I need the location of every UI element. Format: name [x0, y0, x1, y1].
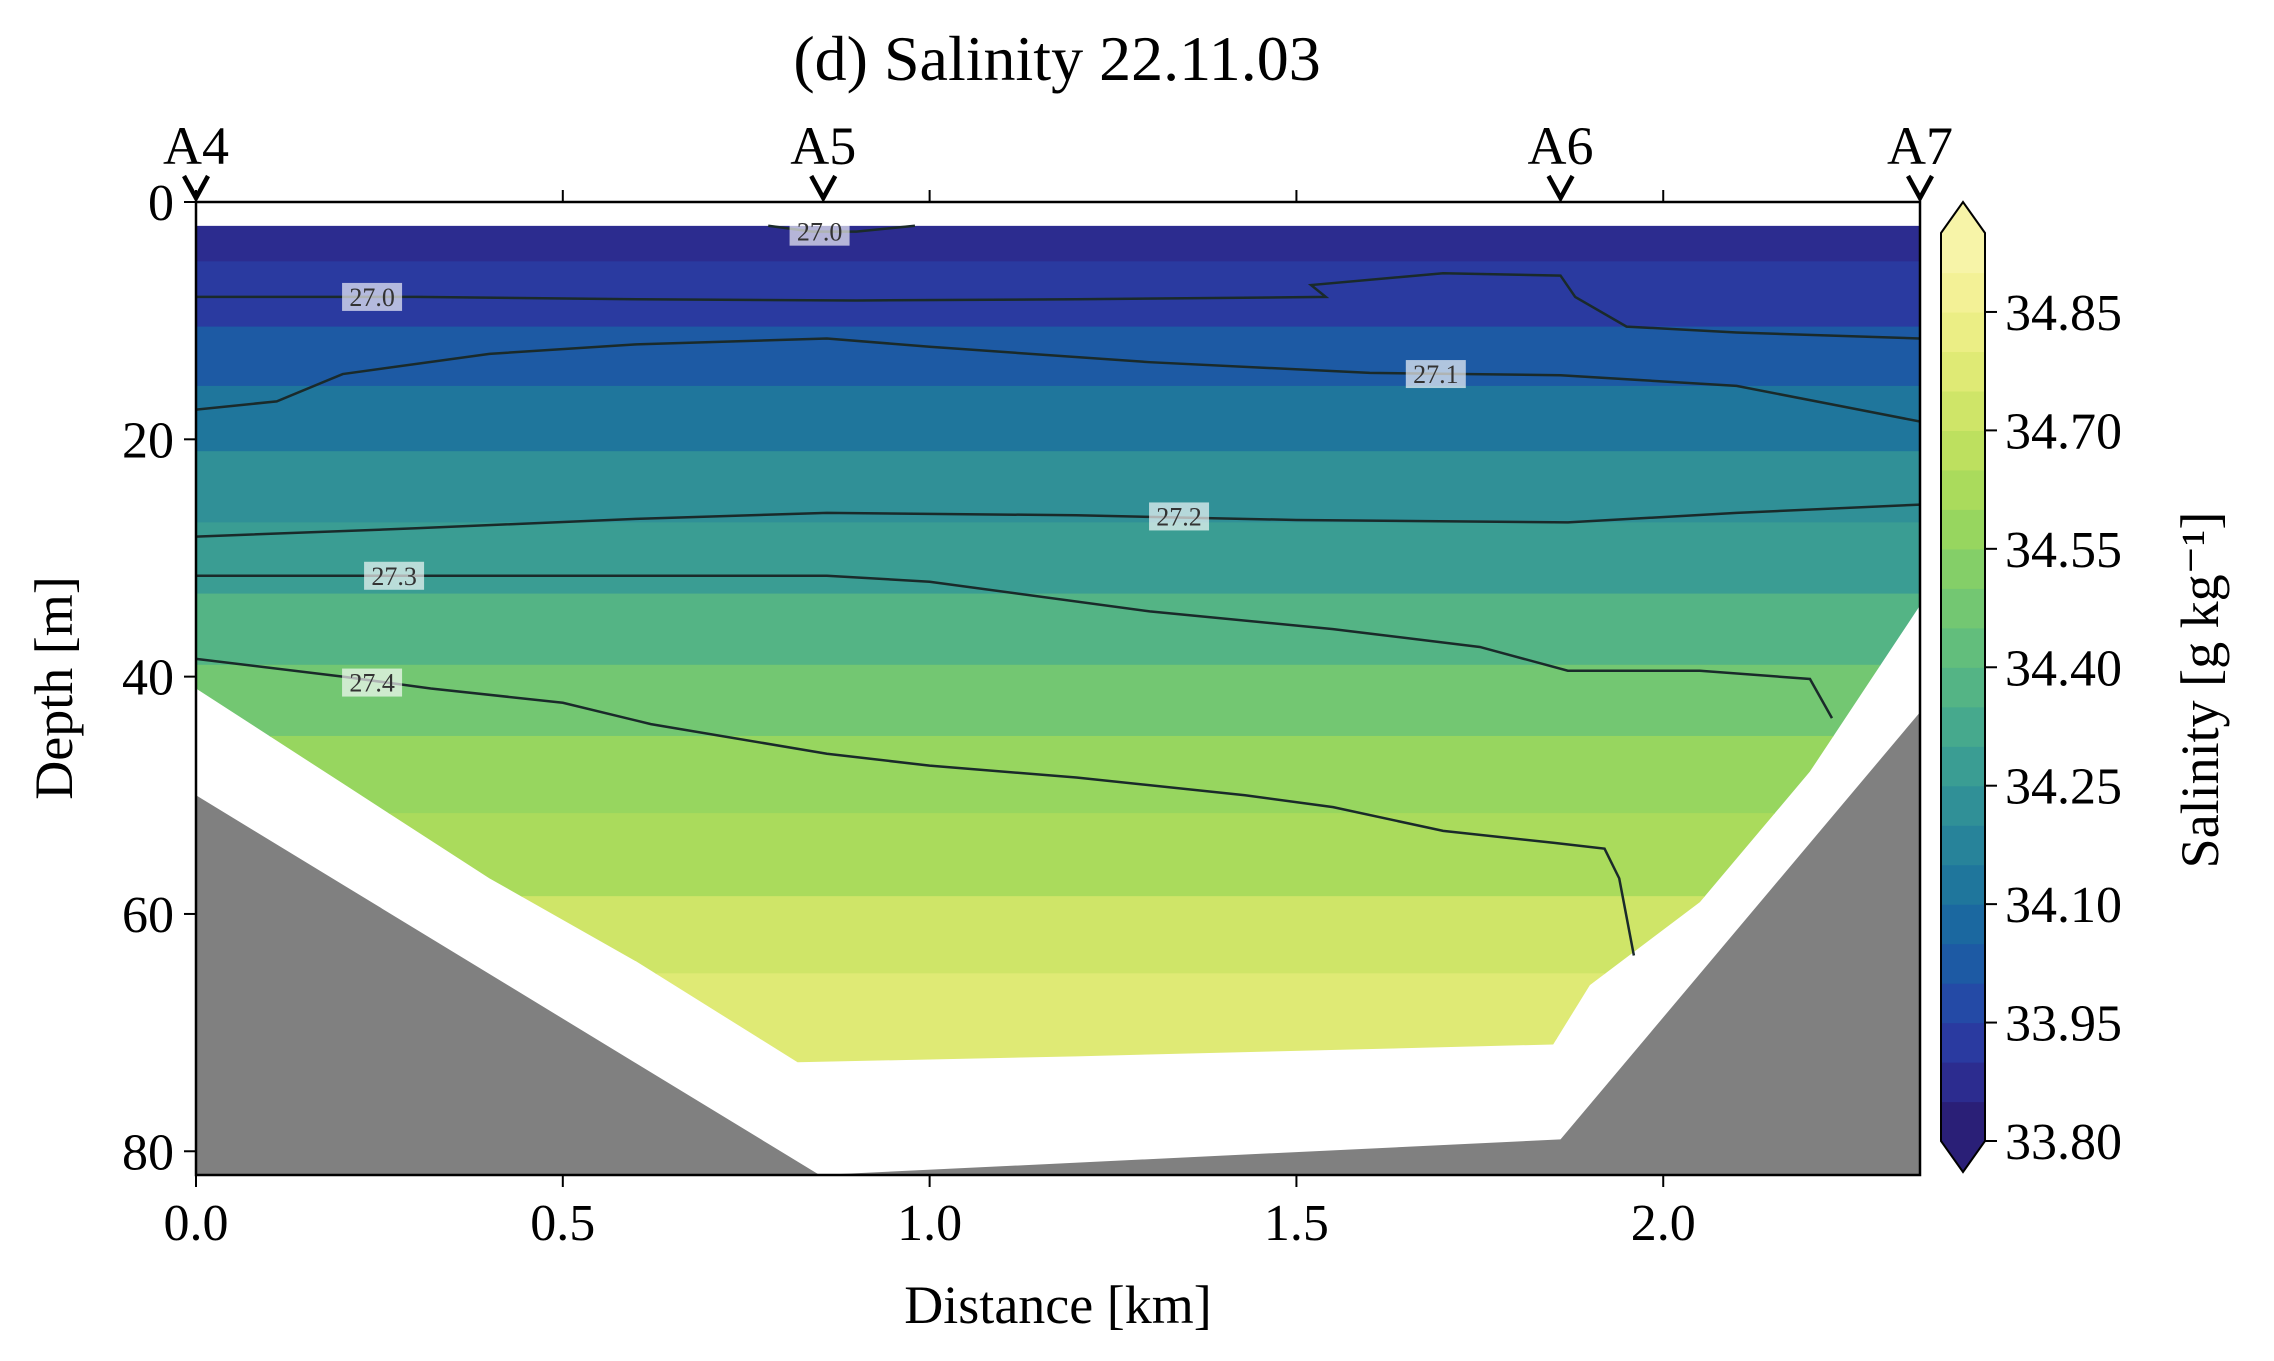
- colorbar-tick-label: 34.70: [2005, 403, 2122, 460]
- colorbar-segment: [1941, 430, 1985, 471]
- colorbar-segment: [1941, 1062, 1985, 1103]
- colorbar-segment: [1941, 706, 1985, 747]
- contour-label: 27.0: [349, 283, 395, 312]
- contour-label-bg: [342, 282, 403, 311]
- x-axis-label: Distance [km]: [904, 1275, 1211, 1335]
- x-tick-label: 2.0: [1631, 1195, 1696, 1252]
- y-tick-label: 80: [122, 1124, 174, 1181]
- x-axis: 0.0 0.5 1.0 1.5 2.0: [164, 1175, 1696, 1252]
- station-marker: [1546, 174, 1575, 203]
- plot-frame: [194, 200, 1922, 1177]
- colorbar-segment: [1941, 904, 1985, 945]
- colorbar-segment: [1941, 509, 1985, 550]
- colorbar-segment: [1941, 825, 1985, 866]
- colorbar: 33.80 33.95 34.10 34.25 34.40 34.55 34.70 34.85: [1940, 200, 2122, 1174]
- colorbar-extend-min: [1941, 1141, 1985, 1172]
- salinity-field: [196, 225, 1920, 1063]
- colorbar-segment: [1941, 311, 1985, 353]
- colorbar-segment: [1941, 469, 1985, 510]
- station-label: A4: [163, 116, 229, 176]
- colorbar-tick-label: 33.80: [2005, 1114, 2122, 1171]
- salinity-band: [196, 451, 1920, 524]
- density-contour: [196, 657, 1636, 956]
- station-marker: [1906, 174, 1934, 203]
- bathymetry: [196, 712, 1920, 1175]
- colorbar-tick-label: 34.25: [2005, 759, 2122, 816]
- density-contour: [196, 337, 1920, 423]
- station-label: A7: [1887, 116, 1953, 176]
- x-tick-label: 0.0: [164, 1195, 229, 1252]
- salinity-band: [196, 385, 1920, 453]
- contour-label-bg: [342, 668, 403, 697]
- station-marker: [809, 174, 838, 203]
- colorbar-tick-label: 34.55: [2005, 522, 2122, 579]
- contour-label: 27.1: [1413, 360, 1459, 389]
- contour-label: 27.0: [797, 218, 843, 247]
- colorbar-segment: [1941, 1101, 1985, 1142]
- density-contour: [196, 574, 1834, 719]
- colorbar-segment: [1941, 390, 1985, 431]
- contour-label-bg: [789, 217, 850, 246]
- colorbar-tick-label: 33.95: [2005, 996, 2122, 1053]
- chart-title: (d) Salinity 22.11.03: [793, 23, 1320, 94]
- x-tick-label: 0.5: [530, 1195, 595, 1252]
- x-tick-label: 1.5: [1264, 1195, 1329, 1252]
- station-marker: [182, 174, 210, 203]
- top-axis: [195, 190, 1665, 202]
- colorbar-segment: [1941, 548, 1985, 589]
- station-label: A5: [790, 116, 856, 176]
- colorbar-segment: [1941, 983, 1985, 1024]
- y-tick-label: 40: [122, 650, 174, 707]
- colorbar-segment: [1941, 272, 1985, 313]
- terrain-layer: [196, 712, 1920, 1175]
- colorbar-segment: [1941, 588, 1985, 629]
- salinity-band: [196, 593, 1920, 666]
- density-contours: 27.0 27.0 27.1 27.2 27.3 27.4: [196, 217, 1920, 956]
- salinity-band: [196, 225, 1920, 263]
- salinity-band: [196, 261, 1920, 328]
- colorbar-segment: [1941, 627, 1985, 668]
- salinity-band: [196, 813, 1920, 898]
- colorbar-extend-max: [1941, 202, 1985, 233]
- contour-label: 27.2: [1156, 502, 1202, 531]
- colorbar-segment: [1941, 351, 1985, 392]
- colorbar-segment: [1941, 1022, 1985, 1063]
- colorbar-segment: [1941, 746, 1985, 787]
- colorbar-tick-label: 34.10: [2005, 877, 2122, 934]
- density-contour: [196, 271, 1920, 340]
- contour-label: 27.3: [371, 562, 417, 591]
- colorbar-segment: [1941, 943, 1985, 984]
- contour-label-bg: [1405, 360, 1466, 389]
- salinity-band: [196, 522, 1920, 595]
- colorbar-label: Salinity [g kg⁻¹]: [2170, 512, 2230, 869]
- colorbar-segment: [1941, 864, 1985, 905]
- y-tick-label: 0: [148, 175, 174, 232]
- colorbar-tick-label: 34.85: [2005, 285, 2122, 342]
- x-tick-label: 1.0: [897, 1195, 962, 1252]
- contour-label-bg: [364, 561, 425, 590]
- density-contour: [196, 503, 1920, 538]
- y-axis-label: Depth [m]: [24, 576, 84, 799]
- contour-label-bg: [1149, 502, 1210, 531]
- y-tick-label: 20: [122, 412, 174, 469]
- colorbar-segment: [1941, 667, 1985, 708]
- contour-label: 27.4: [349, 669, 395, 698]
- y-tick-label: 60: [122, 887, 174, 944]
- salinity-band: [196, 664, 1920, 737]
- colorbar-segment: [1941, 785, 1985, 826]
- station-markers: A4 A5 A6 A7: [163, 116, 1953, 203]
- station-label: A6: [1528, 116, 1594, 176]
- y-axis: 0 20 40 60 80: [122, 175, 196, 1181]
- colorbar-tick-label: 34.40: [2005, 640, 2122, 697]
- plot-area: 27.0 27.0 27.1 27.2 27.3 27.4: [196, 217, 1920, 1175]
- colorbar-segment: [1941, 233, 1985, 274]
